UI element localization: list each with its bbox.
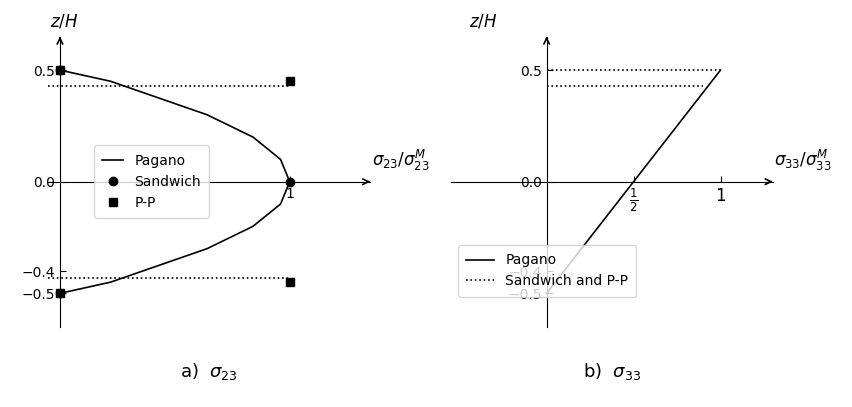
Legend: Pagano, Sandwich, P-P: Pagano, Sandwich, P-P: [94, 145, 209, 218]
Text: $\sigma_{33}/\sigma_{33}^M$: $\sigma_{33}/\sigma_{33}^M$: [774, 148, 832, 173]
Text: $\sigma_{23}/\sigma_{23}^M$: $\sigma_{23}/\sigma_{23}^M$: [372, 148, 429, 173]
Legend: Pagano, Sandwich and P-P: Pagano, Sandwich and P-P: [458, 245, 636, 297]
Y-axis label: $z/H$: $z/H$: [469, 13, 497, 31]
Title: b)  $\sigma_{33}$: b) $\sigma_{33}$: [582, 361, 640, 381]
Y-axis label: $z/H$: $z/H$: [50, 13, 78, 31]
Title: a)  $\sigma_{23}$: a) $\sigma_{23}$: [180, 361, 238, 381]
